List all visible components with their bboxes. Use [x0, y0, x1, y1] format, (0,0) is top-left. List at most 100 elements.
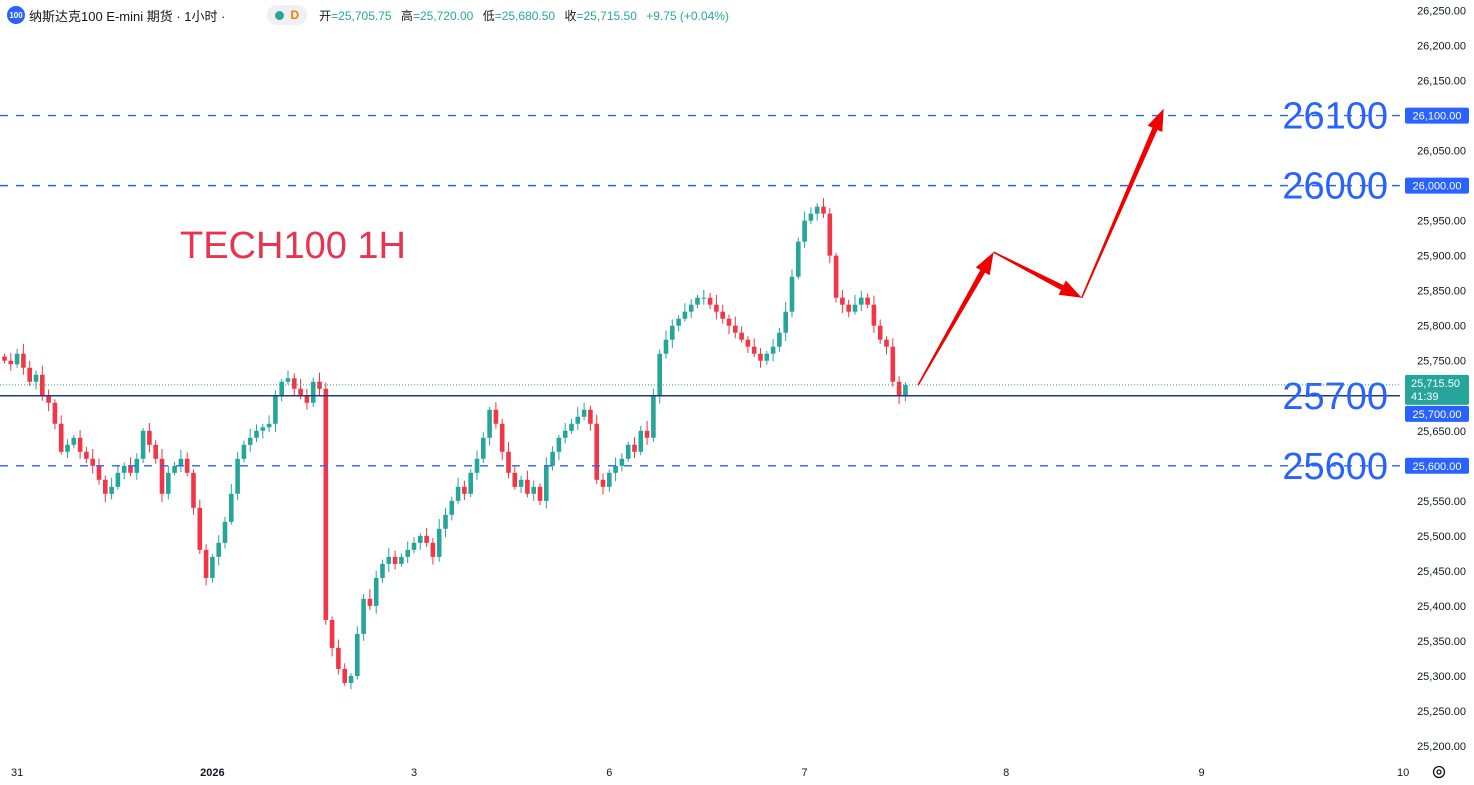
candle-body [103, 479, 108, 494]
low-value: =25,680.50 [494, 8, 556, 23]
candle-body [27, 367, 32, 382]
candle-body [588, 409, 593, 424]
y-tick-label: 25,950.00 [1417, 216, 1466, 228]
time-axis[interactable]: 312026367891013 [11, 767, 1474, 779]
candle-body [260, 427, 266, 431]
level-label: 26100 [1282, 96, 1388, 138]
candle-body [134, 458, 140, 473]
candle-body [222, 521, 228, 543]
price-level-lines[interactable]: 26100 26000 25700 25600 [0, 96, 1400, 488]
candle-body [373, 577, 379, 606]
candle-body [128, 465, 133, 473]
candle-body [802, 220, 807, 242]
candle-body [531, 486, 536, 494]
candle-body [392, 556, 398, 564]
candle-body [399, 556, 404, 564]
level-price-tag-text: 26,100.00 [1413, 111, 1462, 123]
candle-body [714, 304, 719, 312]
projection-arrows[interactable] [917, 108, 1164, 386]
level-price-tag [1405, 457, 1469, 474]
candle-body [676, 318, 681, 326]
candle-body [871, 304, 877, 326]
chart-annotation-title: TECH100 1H [180, 225, 406, 267]
candle-body [581, 409, 587, 417]
candle-body [184, 458, 190, 473]
candle-body [96, 465, 102, 480]
status-pill[interactable]: D [267, 5, 308, 25]
y-tick-label: 25,350.00 [1417, 636, 1466, 648]
candle-body [216, 542, 221, 557]
arrow-head [1058, 280, 1082, 298]
change-value: +9.75 (+0.04%) [646, 8, 729, 23]
candle-body [499, 423, 505, 452]
candle-body [84, 451, 89, 459]
candle-body [462, 486, 467, 494]
symbol-title[interactable]: 纳斯达克100 E-mini 期货 · 1小时 · [29, 8, 226, 24]
market-open-dot-icon [275, 10, 285, 20]
candle-body [172, 465, 177, 473]
candle-body [355, 633, 360, 676]
candle-body [707, 297, 713, 305]
y-tick-label: 25,800.00 [1417, 321, 1466, 333]
candle-body [46, 395, 51, 403]
candle-body [2, 356, 7, 361]
candle-body [613, 465, 618, 473]
candle-body [789, 276, 795, 312]
candle-body [890, 346, 896, 382]
symbol-logo-icon[interactable]: 100 [7, 6, 25, 24]
candle-body [21, 353, 26, 368]
x-tick-label: 8 [1003, 767, 1009, 779]
candle-body [644, 430, 650, 438]
candle-body [481, 437, 486, 459]
candle-body [336, 647, 341, 669]
level-label: 25700 [1282, 376, 1388, 418]
candle-body [487, 409, 492, 438]
candle-body [310, 381, 316, 403]
candle-body [783, 311, 788, 333]
arrow-head [1147, 108, 1164, 132]
delayed-data-badge[interactable]: D [290, 8, 300, 22]
candle-body [405, 549, 410, 557]
candle-body [121, 465, 127, 473]
level-price-tag [1405, 107, 1469, 124]
candle-body [651, 395, 656, 438]
candle-body [424, 535, 429, 543]
candle-body [77, 437, 83, 452]
candle-body [518, 479, 524, 487]
y-tick-label: 25,450.00 [1417, 566, 1466, 578]
candle-body [449, 500, 455, 515]
level-price-tag-text: 25,700.00 [1413, 409, 1462, 421]
high-value: =25,720.00 [412, 8, 474, 23]
candle-body [418, 535, 423, 543]
candle-body [663, 339, 669, 354]
y-tick-label: 26,200.00 [1417, 41, 1466, 53]
candle-body [235, 458, 240, 494]
candle-body [764, 353, 770, 361]
candle-body [537, 486, 543, 501]
candle-body [178, 458, 184, 466]
level-price-tag [1405, 177, 1469, 194]
candle-body [147, 430, 152, 445]
close-label: 收 [564, 8, 577, 23]
candle-body [846, 304, 851, 312]
candle-body [720, 311, 725, 319]
candle-body [52, 402, 58, 424]
y-tick-label: 25,500.00 [1417, 531, 1466, 543]
candle-body [777, 332, 782, 347]
current-price-tag [1405, 374, 1469, 405]
y-tick-label: 26,150.00 [1417, 76, 1466, 88]
y-tick-label: 25,400.00 [1417, 601, 1466, 613]
candle-body [852, 304, 858, 312]
x-tick-label: 10 [1397, 767, 1409, 779]
candle-body [840, 297, 845, 305]
bar-countdown: 41:39 [1411, 391, 1439, 403]
ohlc-readout: 开=25,705.75 高=25,720.00 低=25,680.50 收=25… [319, 7, 729, 24]
candle-body [166, 472, 171, 494]
candle-body [367, 598, 373, 606]
candle-body [733, 325, 738, 333]
candle-body [58, 423, 64, 452]
settings-gear-icon[interactable] [1432, 765, 1446, 779]
candle-body [411, 542, 417, 550]
candle-body [682, 311, 688, 319]
